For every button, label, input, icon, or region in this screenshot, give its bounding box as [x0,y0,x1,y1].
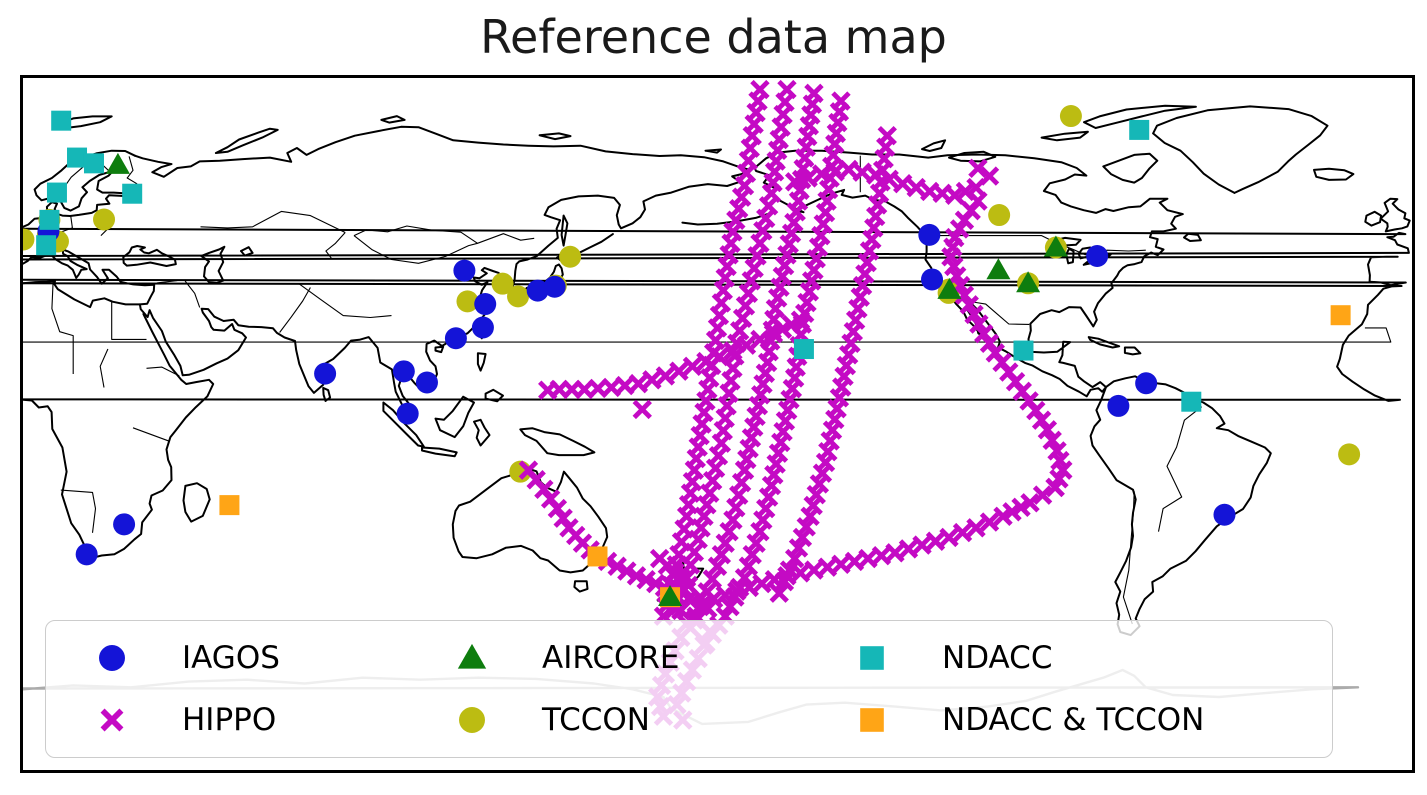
world-map-svg [23,79,1411,730]
series-tccon [23,105,1361,483]
ndacc-tccon-square-icon [860,708,884,732]
chart-title: Reference data map [480,10,947,64]
series-ndacc-tccon [219,305,1351,608]
legend-item-aircore: AIRCORE [440,627,840,689]
hippo-x-icon [100,708,124,732]
legend-label-ndacc: NDACC [942,640,1053,676]
legend: IAGOS HIPPO AIRCORE TCCON NDACC NDACC & … [45,620,1333,758]
series-aircore [105,152,1068,606]
legend-item-hippo: HIPPO [80,689,440,751]
legend-label-aircore: AIRCORE [542,640,680,676]
legend-item-ndacc-tccon: NDACC & TCCON [840,689,1332,751]
series-ndacc [36,110,1202,412]
legend-item-iagos: IAGOS [80,627,440,689]
iagos-circle-icon [99,645,125,671]
series-hippo [518,79,1073,730]
legend-label-ndacc-tccon: NDACC & TCCON [942,702,1205,738]
legend-label-hippo: HIPPO [182,702,277,738]
tccon-circle-icon [459,707,485,733]
legend-label-iagos: IAGOS [182,640,280,676]
aircore-triangle-icon [457,643,487,669]
legend-label-tccon: TCCON [542,702,651,738]
series-iagos [37,220,1236,566]
legend-item-ndacc: NDACC [840,627,1332,689]
ndacc-square-icon [860,646,884,670]
map-plot: IAGOS HIPPO AIRCORE TCCON NDACC NDACC & … [20,75,1415,773]
legend-item-tccon: TCCON [440,689,840,751]
